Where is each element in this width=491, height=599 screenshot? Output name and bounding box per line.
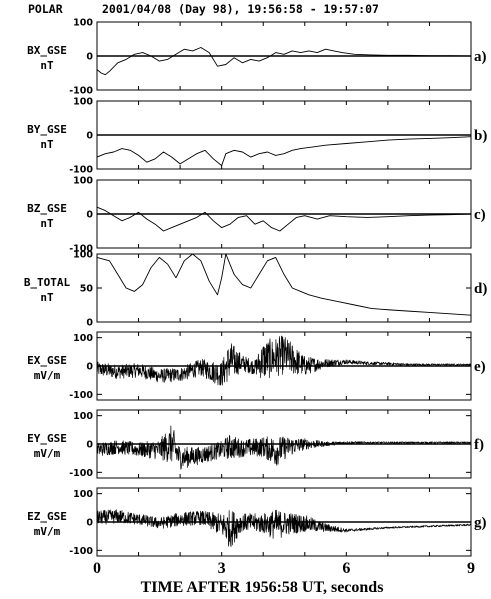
- y-tick-label: 100: [73, 250, 93, 261]
- y-tick-label: 0: [86, 210, 93, 221]
- panel-label: EZ_GSE: [27, 510, 67, 523]
- y-tick-label: -100: [69, 468, 93, 479]
- figure-header: POLAR 2001/04/08 (Day 98), 19:56:58 - 19…: [28, 2, 379, 16]
- y-tick-label: 100: [73, 411, 93, 422]
- y-tick-label: -100: [69, 86, 93, 97]
- panel-unit: nT: [40, 59, 54, 72]
- panel-tag: e): [474, 359, 486, 375]
- panel-label: BY_GSE: [27, 123, 67, 136]
- y-tick-label: -100: [69, 390, 93, 401]
- y-tick-label: -100: [69, 244, 93, 255]
- series-line: [96, 206, 472, 232]
- panel-label: EX_GSE: [27, 354, 67, 367]
- y-tick-label: 100: [73, 97, 93, 108]
- series-line: [96, 425, 472, 470]
- x-tick-label: 9: [467, 560, 475, 577]
- x-axis-label: TIME AFTER 1956:58 UT, seconds: [141, 579, 384, 596]
- panel-unit: mV/m: [34, 525, 61, 538]
- panel-tag: d): [474, 281, 487, 297]
- panel-label: BZ_GSE: [27, 202, 67, 215]
- panel-tag: g): [474, 515, 487, 531]
- series-line: [96, 253, 472, 316]
- x-tick-label: 0: [93, 560, 101, 577]
- panel-tag: a): [474, 49, 487, 65]
- panel-3: 100 0 -100 BZ_GSE nT c): [27, 176, 486, 255]
- x-tick-label: 3: [218, 560, 226, 577]
- y-tick-label: 0: [86, 52, 93, 63]
- x-tick-label: 6: [342, 560, 350, 577]
- panel-6: 100 0 -100 EY_GSE mV/m f): [27, 409, 484, 479]
- panel-label: B_TOTAL: [24, 276, 71, 289]
- panel-unit: nT: [40, 138, 54, 151]
- panel-4: 100 50 0 B_TOTAL nT d): [24, 250, 488, 329]
- panel-2: 100 0 -100 BY_GSE nT b): [27, 97, 487, 176]
- y-tick-label: -100: [69, 546, 93, 557]
- series-line: [96, 335, 472, 386]
- y-tick-label: -100: [69, 165, 93, 176]
- panel-tag: b): [474, 128, 487, 144]
- y-tick-label: 100: [73, 489, 93, 500]
- x-axis: TIME AFTER 1956:58 UT, seconds 0 3 6 9: [93, 560, 475, 596]
- y-tick-label: 50: [80, 284, 94, 295]
- y-tick-label: 100: [73, 18, 93, 29]
- y-tick-label: 0: [86, 318, 93, 329]
- y-tick-label: 0: [86, 362, 93, 373]
- panel-label: BX_GSE: [27, 44, 67, 57]
- series-line: [96, 47, 472, 76]
- y-tick-label: 100: [73, 176, 93, 187]
- panel-1: 100 0 -100 BX_GSE nT a): [27, 18, 486, 97]
- panels: 100 0 -100 BX_GSE nT a) 100 0 -100 BY_GSE nT b) 100 0…: [24, 18, 488, 557]
- panel-unit: mV/m: [34, 447, 61, 460]
- y-tick-label: 100: [73, 333, 93, 344]
- y-tick-label: 0: [86, 131, 93, 142]
- panel-7: 100 0 -100 EZ_GSE mV/m g): [27, 487, 487, 557]
- y-tick-label: 0: [86, 518, 93, 529]
- y-tick-label: 0: [86, 440, 93, 451]
- panel-unit: nT: [40, 217, 54, 230]
- spacecraft-title: POLAR: [28, 2, 63, 16]
- panel-unit: mV/m: [34, 369, 61, 382]
- panel-label: EY_GSE: [27, 432, 67, 445]
- panel-tag: c): [474, 207, 486, 223]
- panel-5: 100 0 -100 EX_GSE mV/m e): [27, 331, 486, 401]
- panel-tag: f): [474, 437, 484, 453]
- panel-unit: nT: [40, 291, 54, 304]
- series-line: [96, 136, 472, 167]
- series-line: [96, 509, 472, 547]
- date-range-title: 2001/04/08 (Day 98), 19:56:58 - 19:57:07: [102, 2, 379, 16]
